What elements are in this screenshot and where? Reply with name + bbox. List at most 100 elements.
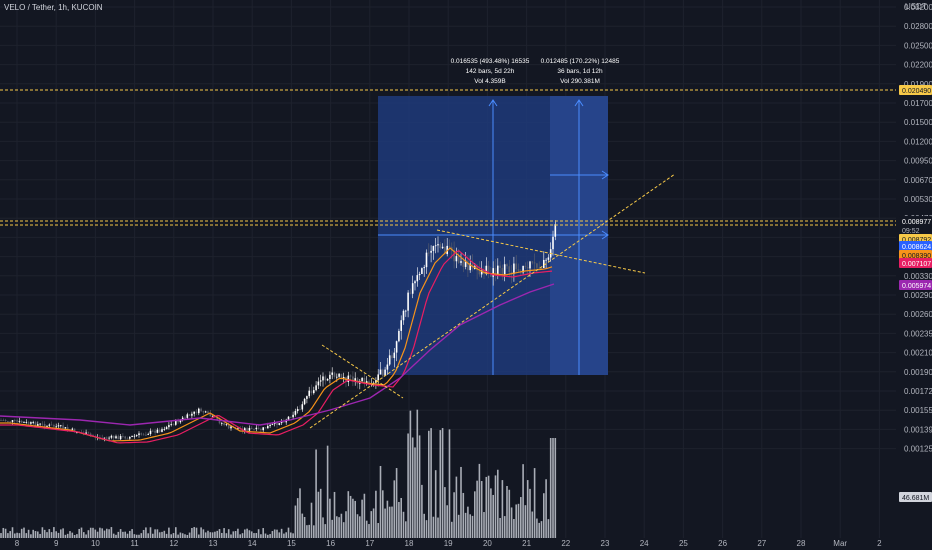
candle-body: [425, 252, 428, 268]
candle-body: [526, 267, 529, 269]
volume-bar: [110, 527, 113, 538]
candle-body: [191, 413, 193, 416]
x-tick-label: 2: [877, 539, 882, 548]
volume-bar: [262, 528, 264, 538]
volume-bar: [152, 533, 154, 538]
candle-body: [395, 341, 398, 353]
volume-bar: [524, 505, 527, 538]
candle-body: [342, 376, 345, 379]
candle-body: [2, 420, 5, 421]
price-badge-label: 0.008624: [902, 244, 931, 251]
trendline-short: [321, 344, 404, 399]
price-badge-label: 09:52: [902, 228, 920, 235]
x-tick-label: 12: [169, 539, 178, 548]
volume-bar: [9, 531, 11, 538]
candle-body: [428, 252, 430, 254]
candle-body: [405, 310, 407, 312]
candle-body: [522, 265, 524, 273]
candle-body: [248, 427, 251, 431]
x-tick-label: 25: [679, 539, 688, 548]
candle-body: [211, 415, 214, 417]
volume-bar: [244, 529, 246, 538]
candle-body: [375, 380, 377, 383]
candle-body: [529, 261, 531, 269]
volume-bar: [543, 493, 545, 538]
candle-body: [25, 422, 28, 423]
candle-body: [50, 424, 53, 426]
volume-bar: [359, 516, 361, 538]
volume-bar: [11, 527, 14, 538]
volume-bar: [444, 487, 446, 538]
candle-body: [531, 261, 534, 263]
candle-body: [62, 425, 64, 429]
x-tick-label: 15: [287, 539, 296, 548]
volume-bar: [345, 511, 347, 538]
candle-body: [145, 434, 147, 436]
candle-body: [379, 369, 382, 375]
volume-bar: [421, 484, 423, 538]
candle-body: [494, 268, 497, 276]
volume-bar: [287, 527, 290, 538]
volume-bar: [340, 513, 343, 538]
candle-body: [317, 381, 320, 386]
x-tick-label: 22: [561, 539, 570, 548]
price-badge-label: 0.007107: [902, 261, 931, 268]
volume-bar: [329, 498, 331, 538]
candle-body: [487, 265, 490, 274]
volume-bar: [179, 532, 182, 538]
candle-body: [411, 283, 414, 294]
volume-bar: [234, 531, 237, 538]
candle-body: [347, 375, 350, 382]
candle-body: [462, 261, 465, 267]
volume-bar: [317, 491, 320, 538]
volume-bar: [161, 531, 163, 538]
volume-bar: [78, 528, 80, 538]
candle-body: [276, 422, 278, 425]
volume-bar: [487, 475, 490, 538]
candle-body: [444, 246, 446, 255]
volume-bar: [18, 533, 21, 538]
volume-bar: [391, 506, 393, 538]
moving-averages: [0, 247, 555, 444]
candle-body: [271, 424, 274, 425]
volume-bar: [520, 497, 522, 538]
volume-bar: [554, 438, 557, 538]
candle-body: [108, 437, 110, 439]
volume-bar: [469, 514, 471, 538]
candle-body: [510, 272, 513, 274]
x-tick-label: 24: [640, 539, 649, 548]
candle-body: [122, 436, 124, 437]
candle-body: [322, 376, 324, 381]
volume-bar: [430, 428, 432, 538]
volume-bar: [437, 517, 439, 538]
volume-bar: [501, 480, 504, 538]
volume-bar: [313, 525, 315, 538]
volume-bar: [460, 466, 462, 538]
volume-bar: [365, 520, 368, 538]
candle-body: [4, 420, 7, 422]
candle-body: [361, 377, 363, 382]
volume-bar: [50, 532, 53, 538]
volume-bar: [494, 475, 497, 538]
volume-bar: [513, 519, 515, 538]
candle-body: [175, 420, 177, 425]
volume-bar: [407, 433, 409, 538]
volume-bar: [273, 529, 276, 538]
candle-body: [53, 425, 55, 427]
volume-bar: [117, 531, 120, 538]
candle-body: [453, 250, 455, 262]
volume-bar: [108, 529, 110, 538]
time-axis[interactable]: 8 9 10 11 12 13 14 15 16 17 18 19 20 21 22 23 24 25 26 27 28…: [15, 539, 882, 548]
volume-bar: [529, 488, 531, 538]
candle-body: [161, 429, 163, 432]
volume-bar: [32, 529, 34, 538]
volume-bar: [260, 534, 262, 538]
volume-bar: [271, 531, 274, 538]
volume-bar: [41, 527, 44, 538]
